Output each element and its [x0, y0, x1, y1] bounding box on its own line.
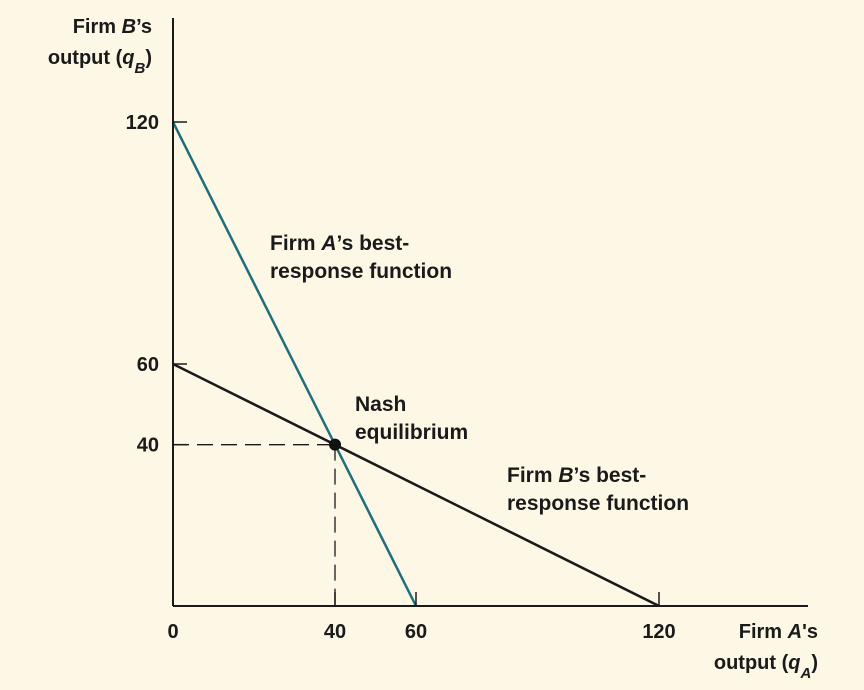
nash-equilibrium-label-line: Nash: [355, 393, 406, 416]
text-segment: ): [811, 652, 818, 674]
y-tick-label: 40: [137, 435, 159, 457]
y-axis-title-line2: output (qB): [48, 47, 152, 77]
guide-lines: [173, 444, 336, 606]
y-tick-label: 120: [126, 112, 159, 134]
firm-a-best-response-line: [171, 121, 418, 607]
text-segment: ’s best-: [337, 232, 410, 255]
subscript-segment: B: [134, 60, 145, 77]
text-segment: ’s best-: [574, 464, 647, 487]
y-tick-label: 60: [137, 354, 159, 376]
text-segment: Firm: [507, 464, 558, 487]
x-axis-title-line2: output (qA): [714, 652, 818, 682]
x-axis-title-line1: Firm A's: [739, 621, 818, 643]
text-segment: Firm: [739, 621, 788, 643]
nash-equilibrium-point: [329, 438, 341, 451]
best-response-lines: [171, 121, 660, 608]
text-segment: Firm: [270, 232, 321, 255]
x-tick-label: 60: [405, 621, 427, 643]
italic-segment: q: [788, 652, 800, 674]
italic-segment: B: [558, 464, 573, 487]
text-segment: output (: [714, 652, 789, 674]
text-segment: 's: [802, 621, 818, 643]
firm-b-best-response-label-line1: Firm B’s best-: [507, 464, 646, 487]
text-segment: Firm: [73, 16, 122, 38]
text-segment: response function: [270, 260, 452, 283]
italic-segment: q: [122, 47, 134, 69]
text-segment: response function: [507, 492, 689, 515]
subscript-segment: A: [799, 665, 811, 682]
x-tick-label: 120: [642, 621, 675, 643]
text-segment: output (: [48, 47, 123, 69]
firm-b-best-response-label-line2: response function: [507, 492, 689, 515]
x-tick-label: 0: [167, 621, 178, 643]
firm-a-best-response-label-line2: response function: [270, 260, 452, 283]
x-tick-label: 40: [324, 621, 346, 643]
italic-segment: B: [122, 16, 136, 38]
text-segment: ’s: [136, 16, 152, 38]
axes: [172, 18, 808, 607]
nash-equilibrium-label: Nash equilibrium: [355, 393, 468, 444]
nash-equilibrium-label-line: equilibrium: [355, 421, 468, 444]
text-segment: ): [145, 47, 152, 69]
firm-b-best-response-line: [172, 362, 660, 608]
italic-segment: A: [320, 232, 336, 255]
italic-segment: A: [787, 621, 802, 643]
firm-a-best-response-label-line1: Firm A’s best-: [270, 232, 409, 255]
y-axis-title-line1: Firm B’s: [73, 16, 152, 38]
